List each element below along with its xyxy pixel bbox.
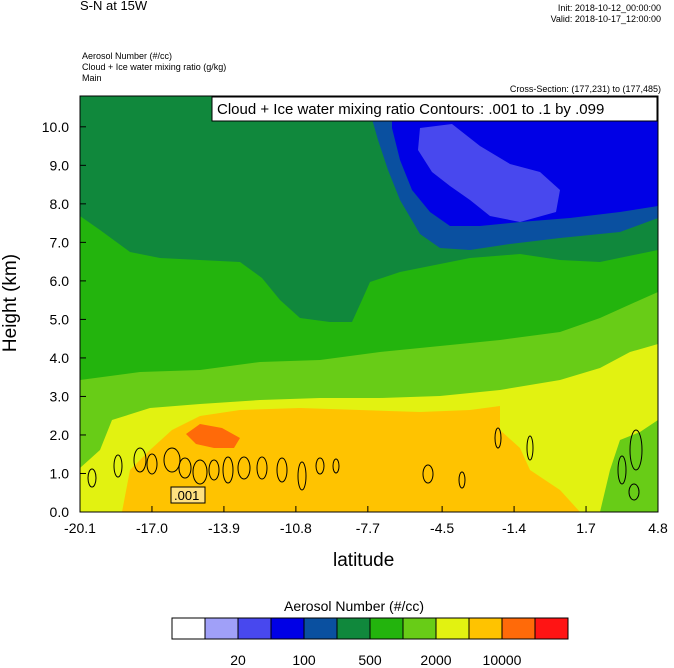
colorbar-swatch xyxy=(336,617,371,640)
colorbar-swatch xyxy=(369,617,404,640)
x-tick-label: -13.9 xyxy=(208,520,240,536)
colorbar-swatch xyxy=(402,617,437,640)
y-tick-label: 1.0 xyxy=(50,465,70,481)
contour-label: .001 xyxy=(174,488,199,503)
colorbar-label: 100 xyxy=(292,652,316,668)
y-tick-label: 10.0 xyxy=(42,119,69,135)
y-tick-label: 6.0 xyxy=(50,273,70,289)
contour-info-text: Cloud + Ice water mixing ratio Contours:… xyxy=(217,101,604,118)
cross-section-label: Cross-Section: (177,231) to (177,485) xyxy=(509,84,661,94)
colorbar-label: 10000 xyxy=(483,652,522,668)
x-tick-label: -10.8 xyxy=(280,520,312,536)
colorbar-swatch xyxy=(270,617,305,640)
colorbar-swatch xyxy=(468,617,503,640)
page-title: S-N at 15W xyxy=(80,0,148,13)
init-time: Init: 2018-10-12_00:00:00 xyxy=(557,3,661,13)
colorbar-title: Aerosol Number (#/cc) xyxy=(284,598,425,614)
y-tick-label: 9.0 xyxy=(50,157,70,173)
contour-info-box xyxy=(211,96,658,122)
x-tick-label: -20.1 xyxy=(64,520,96,536)
y-tick-label: 0.0 xyxy=(50,504,70,520)
x-tick-label: -4.5 xyxy=(430,520,454,536)
aerosol-region-level-3 xyxy=(392,96,658,226)
colorbar-swatch xyxy=(534,617,569,640)
y-tick-label: 8.0 xyxy=(50,196,70,212)
filled-contours xyxy=(80,96,658,512)
y-axis-title: Height (km) xyxy=(0,253,21,353)
x-tick-label: -17.0 xyxy=(136,520,168,536)
plot-frame xyxy=(79,95,659,513)
y-tick-label: 2.0 xyxy=(50,427,70,443)
cloud-contours xyxy=(87,427,643,501)
x-tick-label: -7.7 xyxy=(356,520,380,536)
x-tick-label: -1.4 xyxy=(502,520,526,536)
colorbar: 20 100 500 2000 10000 xyxy=(171,617,569,668)
contour-label-box xyxy=(170,486,206,504)
y-axis: 0.0 1.0 2.0 3.0 4.0 5.0 6.0 7.0 8.0 9.0 10.0 xyxy=(42,119,86,520)
colorbar-swatch xyxy=(237,617,272,640)
field-label-main: Main xyxy=(82,73,102,83)
x-axis-title: latitude xyxy=(333,550,395,571)
x-axis: -20.1 -17.0 -13.9 -10.8 -7.7 -4.5 -1.4 1.7 4.8 xyxy=(64,506,668,536)
colorbar-swatch xyxy=(204,617,239,640)
colorbar-swatch xyxy=(501,617,536,640)
colorbar-label: 2000 xyxy=(420,652,451,668)
aerosol-region-level-10 xyxy=(186,424,240,448)
colorbar-swatch xyxy=(435,617,470,640)
y-tick-label: 7.0 xyxy=(50,234,70,250)
valid-time: Valid: 2018-10-17_12:00:00 xyxy=(550,14,661,24)
colorbar-label: 500 xyxy=(358,652,382,668)
y-tick-label: 3.0 xyxy=(50,388,70,404)
aerosol-region-level-2 xyxy=(418,124,560,222)
y-tick-label: 4.0 xyxy=(50,350,70,366)
aerosol-region-level-9 xyxy=(122,406,580,512)
y-tick-label: 5.0 xyxy=(50,311,70,327)
colorbar-label: 20 xyxy=(230,652,246,668)
field-label-cloud: Cloud + Ice water mixing ratio (g/kg) xyxy=(82,62,227,72)
field-label-aerosol: Aerosol Number (#/cc) xyxy=(82,51,173,61)
colorbar-swatch xyxy=(303,617,338,640)
colorbar-swatch xyxy=(171,617,206,640)
x-tick-label: 4.8 xyxy=(648,520,668,536)
x-tick-label: 1.7 xyxy=(576,520,596,536)
